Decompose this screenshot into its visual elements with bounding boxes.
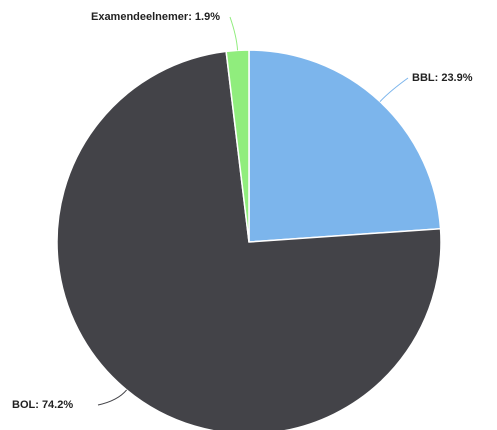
- pie-slice: [56, 50, 442, 430]
- pie-slice: [248, 49, 442, 243]
- data-label: BOL: 74.2%: [12, 399, 73, 411]
- data-label: BBL: 23.9%: [412, 72, 473, 84]
- connector: [229, 16, 239, 51]
- data-label: Examendeelnemer: 1.9%: [91, 11, 220, 23]
- connector: [97, 389, 128, 406]
- connector: [379, 77, 409, 102]
